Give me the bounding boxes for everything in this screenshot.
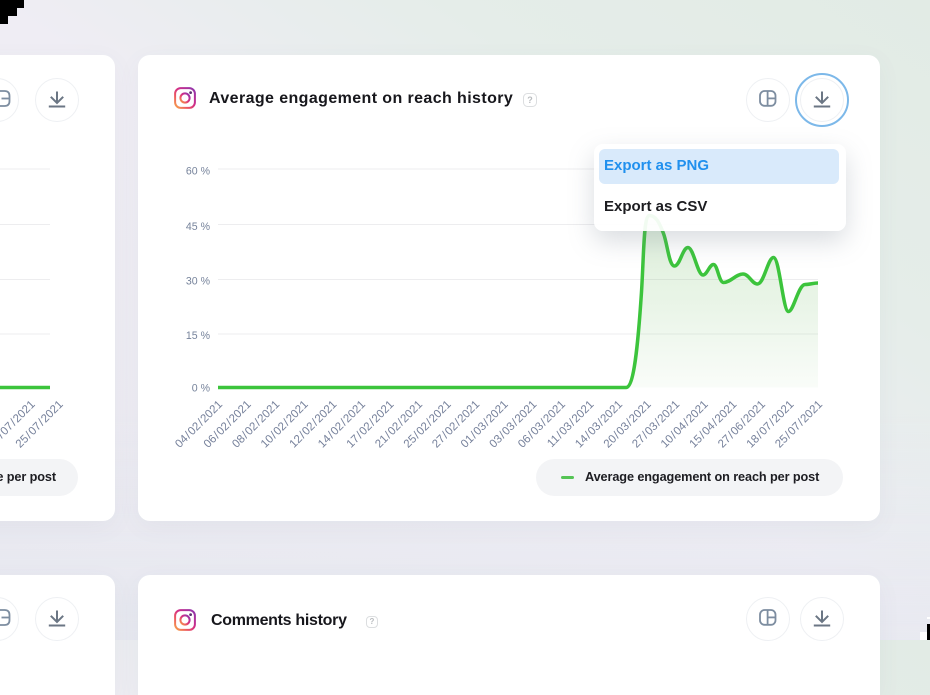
svg-text:30 %: 30 % — [186, 276, 211, 288]
svg-text:0 %: 0 % — [192, 383, 211, 395]
svg-text:15 %: 15 % — [186, 330, 211, 342]
svg-text:45 %: 45 % — [186, 221, 211, 233]
svg-text:60 %: 60 % — [186, 166, 211, 178]
